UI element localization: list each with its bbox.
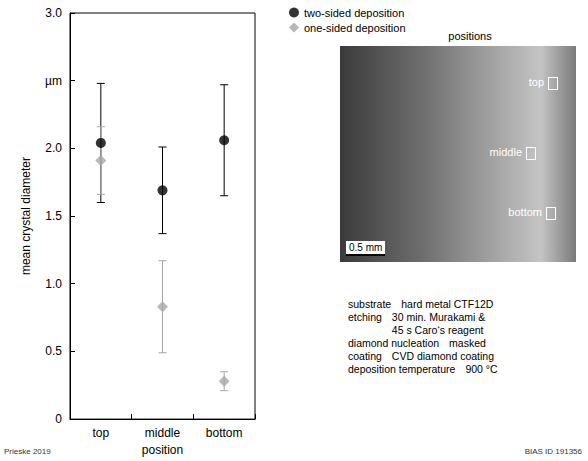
svg-text:one-sided deposition: one-sided deposition (304, 22, 406, 34)
html-text:30 min. Murakami &: 30 min. Murakami & (391, 311, 486, 323)
svg-text:1.5: 1.5 (45, 209, 62, 223)
svg-text:middle: middle (145, 426, 181, 440)
html-text:middle: middle (489, 146, 522, 158)
svg-text:1.0: 1.0 (45, 277, 62, 291)
html-text:diamond nucleation: diamond nucleation (348, 337, 440, 349)
svg-text:0.5: 0.5 (45, 344, 62, 358)
html-text:masked: masked (449, 337, 486, 349)
html-text:deposition temperature: deposition temperature (348, 363, 456, 375)
svg-text:position: position (142, 443, 183, 457)
svg-text:µm: µm (45, 74, 62, 88)
html-text:BIAS ID 191356: BIAS ID 191356 (524, 447, 582, 456)
html-text:0.5 mm: 0.5 mm (349, 242, 383, 253)
svg-text:3.0: 3.0 (45, 6, 62, 20)
html-text:positions: positions (448, 30, 492, 42)
html-text:CVD diamond coating: CVD diamond coating (391, 350, 494, 362)
svg-text:2.0: 2.0 (45, 141, 62, 155)
html-text:top: top (528, 76, 544, 88)
html-text:substrate: substrate (348, 298, 392, 310)
svg-text:two-sided deposition: two-sided deposition (304, 7, 404, 19)
html-text:900 °C: 900 °C (465, 363, 498, 375)
html-text:etching: etching (348, 311, 382, 323)
svg-text:mean crystal diameter: mean crystal diameter (19, 157, 33, 275)
svg-text:bottom: bottom (206, 426, 243, 440)
svg-text:0: 0 (55, 412, 62, 426)
html-text:bottom: bottom (508, 206, 542, 218)
svg-text:top: top (92, 426, 109, 440)
html-text:45 s Caro‘s reagent: 45 s Caro‘s reagent (391, 324, 484, 336)
html-text:Prieske 2019: Prieske 2019 (4, 447, 51, 456)
html-text:coating: coating (348, 350, 382, 362)
html-text:hard metal CTF12D: hard metal CTF12D (401, 298, 494, 310)
